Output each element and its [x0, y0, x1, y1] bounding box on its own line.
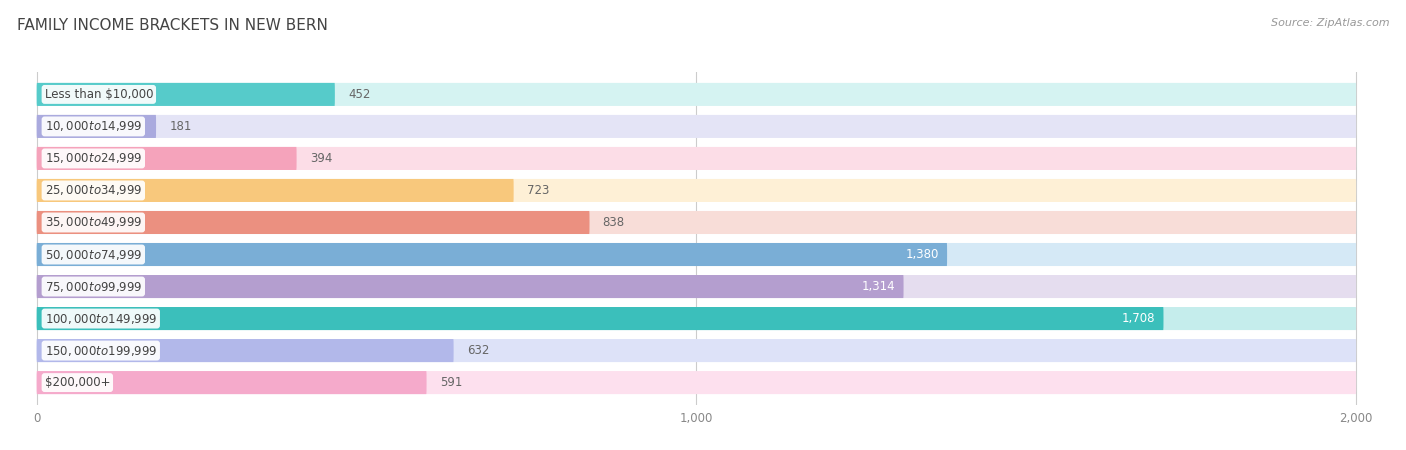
Text: $200,000+: $200,000+	[45, 376, 110, 389]
FancyBboxPatch shape	[37, 115, 156, 138]
Text: $75,000 to $99,999: $75,000 to $99,999	[45, 279, 142, 293]
Text: 591: 591	[440, 376, 463, 389]
FancyBboxPatch shape	[37, 307, 1164, 330]
Text: 1,708: 1,708	[1122, 312, 1156, 325]
FancyBboxPatch shape	[37, 147, 1357, 170]
Text: $35,000 to $49,999: $35,000 to $49,999	[45, 216, 142, 230]
Text: 452: 452	[349, 88, 370, 101]
Text: 394: 394	[309, 152, 332, 165]
FancyBboxPatch shape	[37, 339, 1357, 362]
Text: $25,000 to $34,999: $25,000 to $34,999	[45, 184, 142, 198]
Text: $100,000 to $149,999: $100,000 to $149,999	[45, 311, 157, 325]
Text: $150,000 to $199,999: $150,000 to $199,999	[45, 343, 157, 358]
FancyBboxPatch shape	[37, 307, 1357, 330]
FancyBboxPatch shape	[37, 243, 1357, 266]
FancyBboxPatch shape	[37, 339, 454, 362]
Text: 181: 181	[169, 120, 191, 133]
FancyBboxPatch shape	[37, 275, 1357, 298]
Text: 1,380: 1,380	[905, 248, 939, 261]
FancyBboxPatch shape	[37, 179, 513, 202]
FancyBboxPatch shape	[37, 115, 1357, 138]
FancyBboxPatch shape	[37, 371, 1357, 394]
FancyBboxPatch shape	[37, 211, 589, 234]
Text: $10,000 to $14,999: $10,000 to $14,999	[45, 119, 142, 134]
FancyBboxPatch shape	[37, 275, 904, 298]
FancyBboxPatch shape	[37, 147, 297, 170]
Text: 838: 838	[603, 216, 624, 229]
Text: $15,000 to $24,999: $15,000 to $24,999	[45, 152, 142, 166]
FancyBboxPatch shape	[37, 371, 426, 394]
Text: 723: 723	[527, 184, 550, 197]
Text: Source: ZipAtlas.com: Source: ZipAtlas.com	[1271, 18, 1389, 28]
FancyBboxPatch shape	[37, 211, 1357, 234]
FancyBboxPatch shape	[37, 83, 1357, 106]
Text: $50,000 to $74,999: $50,000 to $74,999	[45, 248, 142, 261]
FancyBboxPatch shape	[37, 83, 335, 106]
Text: 1,314: 1,314	[862, 280, 896, 293]
Text: FAMILY INCOME BRACKETS IN NEW BERN: FAMILY INCOME BRACKETS IN NEW BERN	[17, 18, 328, 33]
FancyBboxPatch shape	[37, 243, 948, 266]
Text: 632: 632	[467, 344, 489, 357]
Text: Less than $10,000: Less than $10,000	[45, 88, 153, 101]
FancyBboxPatch shape	[37, 179, 1357, 202]
